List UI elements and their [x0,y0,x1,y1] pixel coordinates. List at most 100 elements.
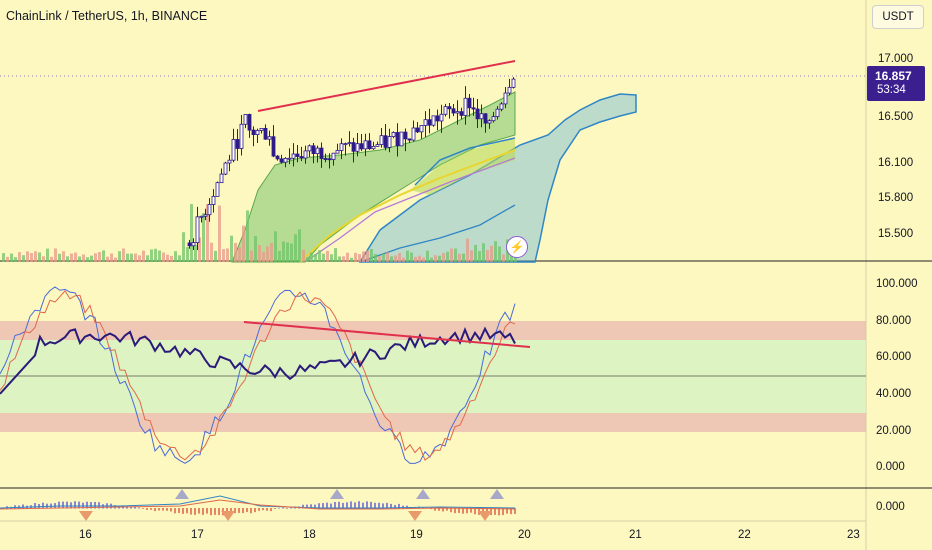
macd-bar [174,508,176,514]
macd-bar [514,508,516,514]
candle-body [291,153,296,159]
macd-bar [150,508,152,510]
volume-bar [42,256,45,262]
volume-bar [90,255,93,262]
macd-bar [470,508,472,513]
currency-button[interactable]: USDT [872,5,924,29]
macd-bar [58,501,60,509]
macd-bar [146,508,148,510]
candle-body [447,106,452,110]
macd-bar [458,508,460,513]
candle-body [475,108,480,120]
volume-bar [394,255,397,262]
candle-body [419,125,424,133]
symbol-title[interactable]: ChainLink / TetherUS, 1h, BINANCE [6,9,208,23]
lightning-icon[interactable]: ⚡ [506,236,528,258]
volume-bar [470,250,473,262]
down-arrow-marker [221,511,235,521]
volume-bar [194,245,197,262]
volume-bar [438,255,441,262]
volume-bar [262,251,265,262]
macd-bar [94,501,96,509]
volume-bar [142,250,145,262]
volume-bar [166,254,169,262]
volume-bar [18,252,21,262]
volume-bar [38,252,41,262]
volume-bar [34,251,37,262]
volume-bar [158,250,161,262]
volume-bar [366,250,369,262]
macd-bar [158,508,160,511]
volume-bar [182,232,185,262]
macd-bar [466,508,468,514]
volume-bar [146,255,149,262]
volume-bar [150,249,153,262]
volume-bar [326,250,329,262]
osc-tick: 20.000 [876,425,912,437]
candle-body [375,144,380,147]
price-tick: 16.500 [878,111,914,123]
price-tick: 15.800 [878,192,914,204]
macd-bar [290,507,292,509]
volume-bar [114,257,117,262]
volume-bar [186,247,189,262]
price-tick: 16.100 [878,157,914,169]
candle-body [267,136,272,140]
macd-bar [142,508,144,509]
candle-body [347,142,352,145]
candle-body [299,156,304,159]
volume-bar [82,254,85,262]
volume-bar [278,250,281,262]
volume-bar [6,256,9,262]
candle-body [491,116,496,122]
candle-body [307,145,312,152]
macd-bar [510,508,512,515]
macd-bar [474,508,476,515]
volume-bar [354,252,357,262]
candle-body [251,129,256,135]
volume-bar [250,250,253,262]
candle-body [331,152,336,160]
volume-bar [54,248,57,262]
volume-bar [382,253,385,262]
candle-body [355,143,360,152]
volume-bar [474,244,477,262]
macd-bar [134,506,136,509]
candle-body [439,113,444,122]
candle-body [255,130,260,135]
macd-bar [278,507,280,509]
candle-body [339,143,344,151]
volume-bar [122,248,125,262]
time-tick: 23 [847,529,860,541]
macd-bar [186,508,188,514]
macd-bar [198,508,200,514]
volume-bar [450,248,453,262]
osc-tick: 80.000 [876,315,912,327]
macd-bar [62,501,64,509]
candle-body [219,173,224,184]
price-tick: 15.500 [878,228,914,240]
candle-body [467,97,472,109]
volume-bar [462,253,465,262]
candle-body [495,108,500,117]
volume-bar [130,253,133,262]
candle-body [415,127,420,133]
time-tick: 17 [191,529,204,541]
ema-ribbon [410,138,515,195]
volume-bar [270,243,273,262]
macd-bar [162,508,164,511]
volume-bar [418,255,421,262]
candle-body [187,242,192,247]
volume-bar [210,242,213,262]
macd-bar [342,502,344,509]
candle-body [499,103,504,110]
candle-body [479,113,484,120]
overbought-zone [0,321,866,340]
macd-bar [286,508,288,509]
candle-body [283,158,288,163]
bar-countdown: 53:34 [877,84,906,96]
candle-body [463,97,468,116]
macd-bar [138,507,140,509]
macd-bar [98,502,100,509]
